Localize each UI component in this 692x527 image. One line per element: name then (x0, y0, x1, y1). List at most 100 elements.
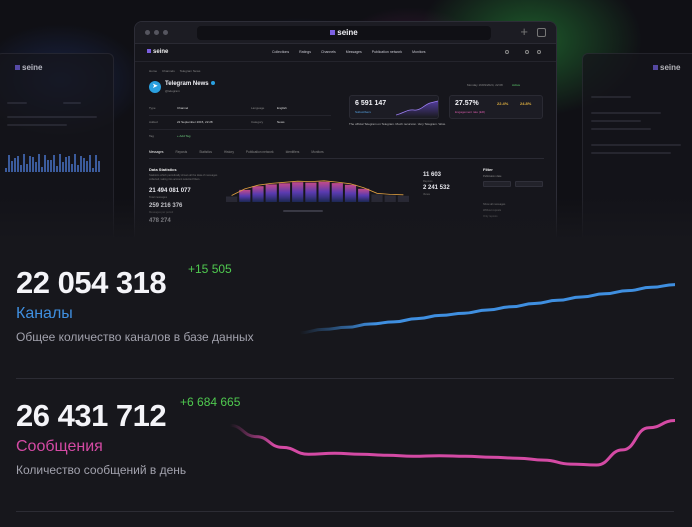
mini-chart-bar (265, 184, 277, 202)
percent-b: 24.8% (520, 101, 532, 106)
mini-chart-bar (358, 188, 370, 202)
mini-chart-bar (305, 182, 317, 202)
mini-chart-bar (344, 184, 357, 202)
add-tag-button[interactable]: + Add Tag (177, 134, 191, 138)
window-dot-maximize[interactable] (163, 30, 168, 35)
added-label: Added (149, 120, 158, 124)
side-bar (59, 154, 61, 172)
side-bar (5, 168, 7, 172)
nav-link-ratings[interactable]: Ratings (299, 50, 311, 54)
messages-delta: +6 684 665 (180, 395, 241, 409)
mini-chart-bar (239, 189, 251, 202)
address-bar[interactable]: seine (197, 26, 491, 40)
nav-link-publication-network[interactable]: Publication network (371, 50, 403, 54)
messages-trend-chart (230, 419, 675, 467)
channels-delta: +15 505 (188, 262, 232, 276)
window-dot-minimize[interactable] (154, 30, 159, 35)
search-icon[interactable] (505, 50, 509, 54)
side-bar (8, 154, 10, 172)
app-logo[interactable]: seine (147, 49, 168, 55)
side-left-logo: seine (15, 63, 42, 72)
verified-icon (210, 81, 215, 86)
tab-history[interactable]: History (224, 150, 234, 154)
mini-chart-line (231, 180, 404, 196)
breadcrumb-home[interactable]: Home (149, 69, 158, 73)
type-value: Channel (177, 106, 189, 110)
divider (16, 511, 674, 512)
settings-icon[interactable] (525, 50, 529, 54)
side-bar (29, 156, 31, 172)
total-messages-value: 21 494 081 077 (149, 188, 191, 194)
channel-title: Telegram News (165, 81, 215, 87)
engagement-card: 27.57% Engagement rate (ER) 22.4% 24.8% (449, 95, 543, 119)
nav-link-channels[interactable]: Channels (321, 50, 336, 54)
browser-titlebar: seine + (135, 22, 556, 44)
filter-title: Filter (483, 167, 493, 172)
mini-chart-bar (292, 182, 304, 202)
side-bar (41, 166, 43, 172)
percent-a: 22.4% (497, 101, 509, 106)
nav-link-collections[interactable]: Collections (272, 50, 290, 54)
status-badge: Active (512, 83, 521, 87)
views-value: 2 241 532 (423, 185, 450, 191)
language-label: Language (251, 106, 265, 110)
nav-link-messages[interactable]: Messages (345, 50, 362, 54)
type-label: Type (149, 106, 156, 110)
tab-reposts[interactable]: Reposts (175, 150, 188, 154)
filter-show-all[interactable]: Show all messages (483, 203, 506, 206)
filter-date-from[interactable] (483, 181, 511, 187)
side-bar (80, 155, 82, 172)
mini-chart-bar (318, 181, 330, 202)
side-bar (56, 166, 58, 172)
side-right-logo: seine (653, 63, 680, 72)
side-bar (74, 154, 76, 172)
side-bar (23, 154, 25, 172)
profile-icon[interactable] (537, 50, 541, 54)
new-tab-icon[interactable]: + (520, 24, 528, 39)
side-window-left: seine (0, 53, 114, 237)
subscribers-value: 6 591 147 (355, 100, 387, 107)
breadcrumb-channels[interactable]: Channels (162, 69, 175, 73)
window-dot-close[interactable] (145, 30, 150, 35)
channel-tabs: Messages Reposts Statistics History Publ… (149, 150, 324, 154)
side-bar (53, 155, 55, 172)
tab-identifiers[interactable]: Identifiers (285, 150, 300, 154)
filter-date-to[interactable] (515, 181, 543, 187)
category-label: Category (251, 120, 264, 124)
trend-line (230, 419, 675, 467)
tab-messages[interactable]: Messages (149, 150, 164, 154)
copy-window-icon[interactable] (537, 28, 546, 37)
breadcrumb-current: Telegram News (179, 69, 201, 73)
date-status: Monday 16/09/2024, 22:08 (467, 83, 503, 87)
range-slider[interactable] (283, 210, 323, 212)
telegram-icon: ➤ (149, 81, 161, 93)
nav-link-monitors[interactable]: Monitors (412, 50, 426, 54)
subscribers-label: Subscribers (355, 110, 371, 114)
filter-without-reposts[interactable]: Without reposts (483, 209, 502, 212)
messages-description: Количество сообщений в день (16, 463, 187, 477)
channels-description: Общее количество каналов в базе данных (16, 330, 254, 344)
category-value: News (277, 120, 285, 124)
channel-handle: @telegram (165, 89, 180, 93)
tab-statistics[interactable]: Statistics (199, 150, 212, 154)
messages-label: Сообщения (16, 438, 103, 455)
side-left-bars (5, 154, 105, 174)
side-bar (35, 162, 37, 172)
channels-trend-chart (300, 283, 675, 335)
side-bar (14, 158, 16, 172)
engagement-label: Engagement rate (ER) (455, 110, 486, 114)
tab-monitors[interactable]: Monitors (311, 150, 324, 154)
side-bar (89, 154, 91, 172)
side-bar (26, 163, 28, 172)
hero-preview: seine seine seine + seine Collections (0, 0, 692, 237)
side-bar (71, 163, 73, 172)
channels-label: Каналы (16, 305, 73, 322)
nav-links: Collections Ratings Channels Messages Pu… (272, 50, 426, 54)
brand-logo-icon (330, 30, 336, 35)
tab-publication-network[interactable]: Publication network (245, 150, 274, 154)
side-bar (92, 168, 94, 172)
avg-messages-value: 478 274 (149, 218, 171, 224)
side-bar (68, 156, 70, 172)
side-bar (50, 159, 52, 172)
filter-only-reposts[interactable]: Only reposts (483, 215, 498, 218)
